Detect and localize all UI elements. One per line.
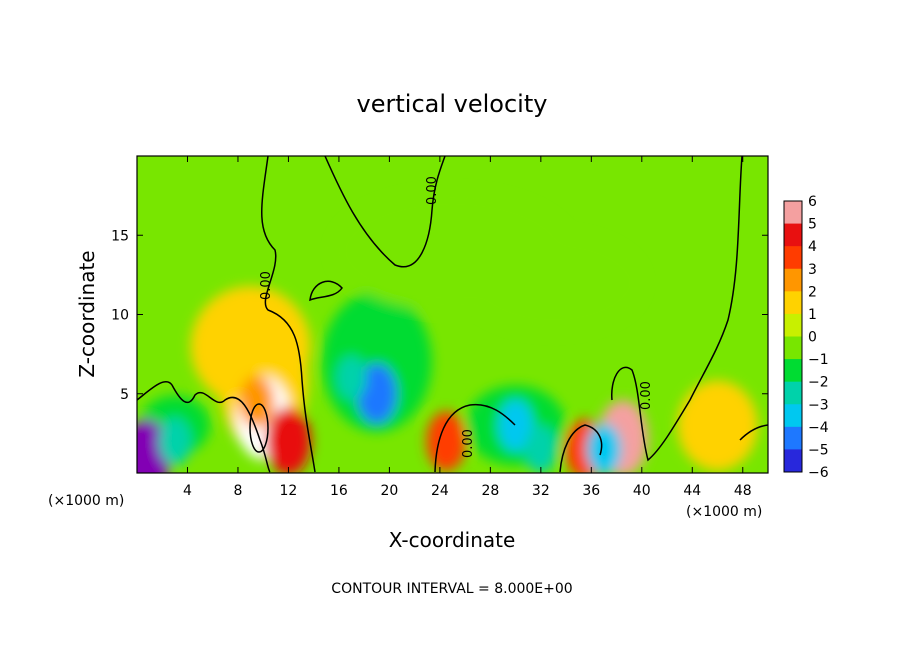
field-feature: [498, 399, 534, 452]
x-unit-right: (×1000 m): [686, 504, 762, 520]
colorbar-label: −2: [808, 375, 829, 391]
contour-line-right: [611, 156, 743, 462]
y-tick-label: 15: [111, 228, 129, 244]
x-tick-label: 16: [330, 483, 348, 499]
zero-contours: [137, 156, 768, 473]
field-feature: [586, 423, 622, 473]
field-feature: [239, 375, 275, 428]
field-feature: [158, 417, 192, 466]
contour-line-small-loop: [309, 280, 343, 302]
contour-label: 0.00: [639, 381, 654, 410]
colorbar-label: −3: [808, 397, 829, 413]
colorbar-swatch: [784, 404, 802, 428]
y-axis: 5 10 15: [111, 228, 768, 403]
colorbar-label: 1: [808, 307, 817, 323]
colorbar-swatch: [784, 381, 802, 405]
contour-label: 0.00: [425, 176, 440, 205]
contour-label: 0.00: [259, 271, 274, 300]
colorbar-label: 2: [808, 284, 817, 300]
x-tick-label: 44: [683, 483, 701, 499]
plot-area: 0.00 0.00 0.00 0.00: [137, 156, 768, 473]
chart-title: vertical velocity: [357, 90, 548, 118]
field-feature: [265, 407, 311, 473]
y-tick-label: 5: [120, 387, 129, 403]
contour-line-upper: [324, 156, 446, 268]
x-tick-label: 40: [633, 483, 651, 499]
field-feature: [463, 232, 644, 333]
colorbar-label: −4: [808, 420, 829, 436]
x-tick-label: 4: [183, 483, 192, 499]
field-feature: [336, 355, 367, 400]
colorbar: 6 5 4 3 2 1 0 −1 −2 −3 −4 −5 −6: [783, 194, 829, 481]
x-tick-label: 28: [481, 483, 499, 499]
colorbar-swatch: [784, 313, 802, 337]
colorbar-swatch: [784, 336, 802, 360]
colorbar-swatch: [784, 246, 802, 270]
colorbar-frame: [783, 200, 803, 473]
colorbar-label: 6: [808, 194, 817, 210]
colorbar-swatch: [784, 449, 802, 473]
colorbar-label: −1: [808, 352, 829, 368]
field-feature: [524, 425, 558, 473]
contour-line-updraft-core: [249, 403, 269, 453]
colorbar-label: −6: [808, 465, 829, 481]
x-tick-label: 24: [431, 483, 449, 499]
x-tick-label: 32: [532, 483, 550, 499]
contour-line-bottom-mid: [434, 403, 516, 473]
colorbar-swatch: [784, 223, 802, 247]
colorbar-label: 4: [808, 239, 817, 255]
field-feature: [356, 363, 397, 424]
contour-line-right-edge: [739, 424, 768, 441]
contour-line-left: [261, 156, 316, 473]
x-tick-label: 48: [734, 483, 752, 499]
contour-label: 0.00: [461, 429, 476, 458]
contour-interval-note: CONTOUR INTERVAL = 8.000E+00: [331, 581, 572, 597]
colorbar-label: −5: [808, 442, 829, 458]
colorbar-swatch: [784, 291, 802, 315]
x-tick-label: 36: [582, 483, 600, 499]
field-feature: [702, 427, 733, 472]
field-feature: [677, 380, 758, 471]
x-tick-label: 12: [280, 483, 298, 499]
x-unit-left: (×1000 m): [48, 493, 124, 509]
colorbar-swatch: [784, 426, 802, 450]
colorbar-label: 0: [808, 330, 817, 346]
contour-line-bottom-right: [559, 424, 603, 473]
x-axis: 4 8 12 16 20 24 28 32 36 40 44 48: [183, 156, 752, 499]
colorbar-swatch: [784, 201, 802, 225]
colorbar-label: 3: [808, 262, 817, 278]
x-tick-label: 8: [233, 483, 242, 499]
contour-line-bottom-left: [137, 380, 271, 473]
x-tick-label: 20: [380, 483, 398, 499]
colorbar-swatch: [784, 268, 802, 292]
x-axis-label: X-coordinate: [389, 528, 516, 552]
colorbar-label: 5: [808, 217, 817, 233]
y-axis-label: Z-coordinate: [75, 250, 99, 377]
y-tick-label: 10: [111, 308, 129, 324]
colorbar-swatch: [784, 359, 802, 383]
